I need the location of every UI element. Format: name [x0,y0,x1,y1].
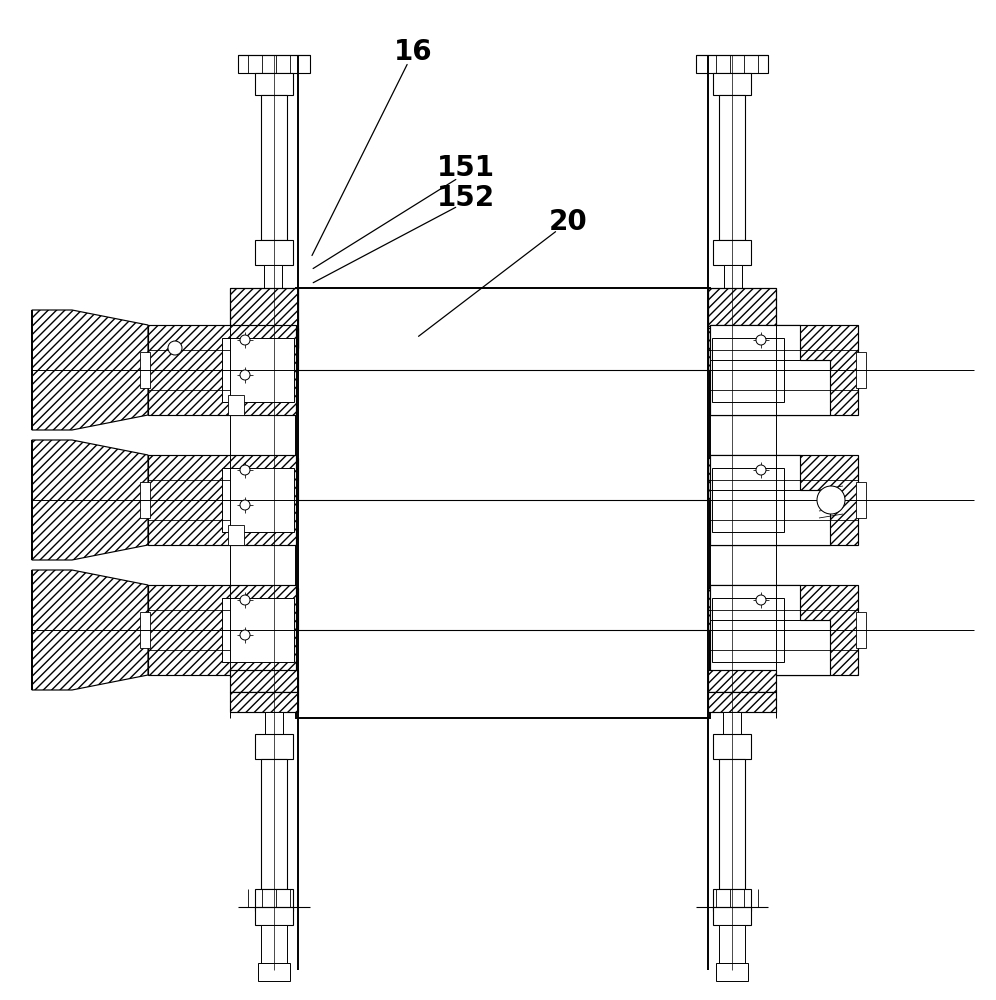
Bar [140,482,150,518]
Bar [255,734,293,759]
Bar [712,338,784,402]
Circle shape [817,486,845,514]
Bar [719,925,745,963]
Circle shape [240,595,250,605]
Bar [261,759,287,889]
Bar [296,288,710,718]
Bar [713,907,751,925]
Bar [230,610,298,630]
Circle shape [240,370,250,380]
Bar [708,670,776,692]
Bar [264,265,282,288]
Circle shape [756,595,766,605]
Bar [265,712,283,734]
Circle shape [240,465,250,475]
Polygon shape [710,325,830,415]
Bar [222,338,294,402]
Circle shape [240,335,250,345]
Bar [723,712,741,734]
Bar [708,328,776,350]
Bar [708,458,776,480]
Bar [230,588,298,610]
Bar [255,889,293,911]
Text: 20: 20 [549,208,587,236]
Bar [713,73,751,95]
Bar [230,692,298,712]
Bar [230,670,298,692]
Bar [148,325,296,415]
Polygon shape [32,440,148,560]
Bar [708,610,776,630]
Bar [712,598,784,662]
Bar [708,350,776,370]
Text: 16: 16 [394,38,432,66]
Text: 151: 151 [437,154,495,182]
Bar [713,734,751,759]
Bar [230,288,298,326]
Polygon shape [710,585,830,675]
Bar [710,455,858,545]
Bar [230,328,298,350]
Bar [724,265,742,288]
Circle shape [756,335,766,345]
Bar [713,240,751,265]
Bar [140,352,150,388]
Circle shape [240,630,250,640]
Bar [230,458,298,480]
Bar [230,326,298,348]
Bar [725,348,741,370]
Bar [856,612,866,648]
Bar [856,352,866,388]
Polygon shape [32,310,148,430]
Bar [228,395,244,415]
Text: 152: 152 [437,184,495,212]
Bar [238,55,310,73]
Bar [708,480,776,500]
Bar [261,925,287,963]
Bar [265,348,281,370]
Circle shape [168,341,182,355]
Bar [710,325,858,415]
Bar [719,759,745,889]
Bar [708,588,776,610]
Bar [710,585,858,675]
Bar [140,612,150,648]
Bar [856,482,866,518]
Bar [255,907,293,925]
Bar [255,240,293,265]
Bar [712,468,784,532]
Bar [255,73,293,95]
Bar [148,585,296,675]
Bar [716,963,748,981]
Bar [230,480,298,500]
Polygon shape [710,455,830,545]
Bar [713,889,751,911]
Bar [696,55,768,73]
Polygon shape [32,570,148,690]
Bar [708,692,776,712]
Bar [261,95,287,240]
Bar [222,468,294,532]
Bar [230,350,298,370]
Bar [708,326,776,348]
Bar [258,963,290,981]
Bar [148,455,296,545]
Circle shape [240,500,250,510]
Bar [708,288,776,326]
Circle shape [756,465,766,475]
Bar [719,95,745,240]
Bar [228,525,244,545]
Bar [222,598,294,662]
